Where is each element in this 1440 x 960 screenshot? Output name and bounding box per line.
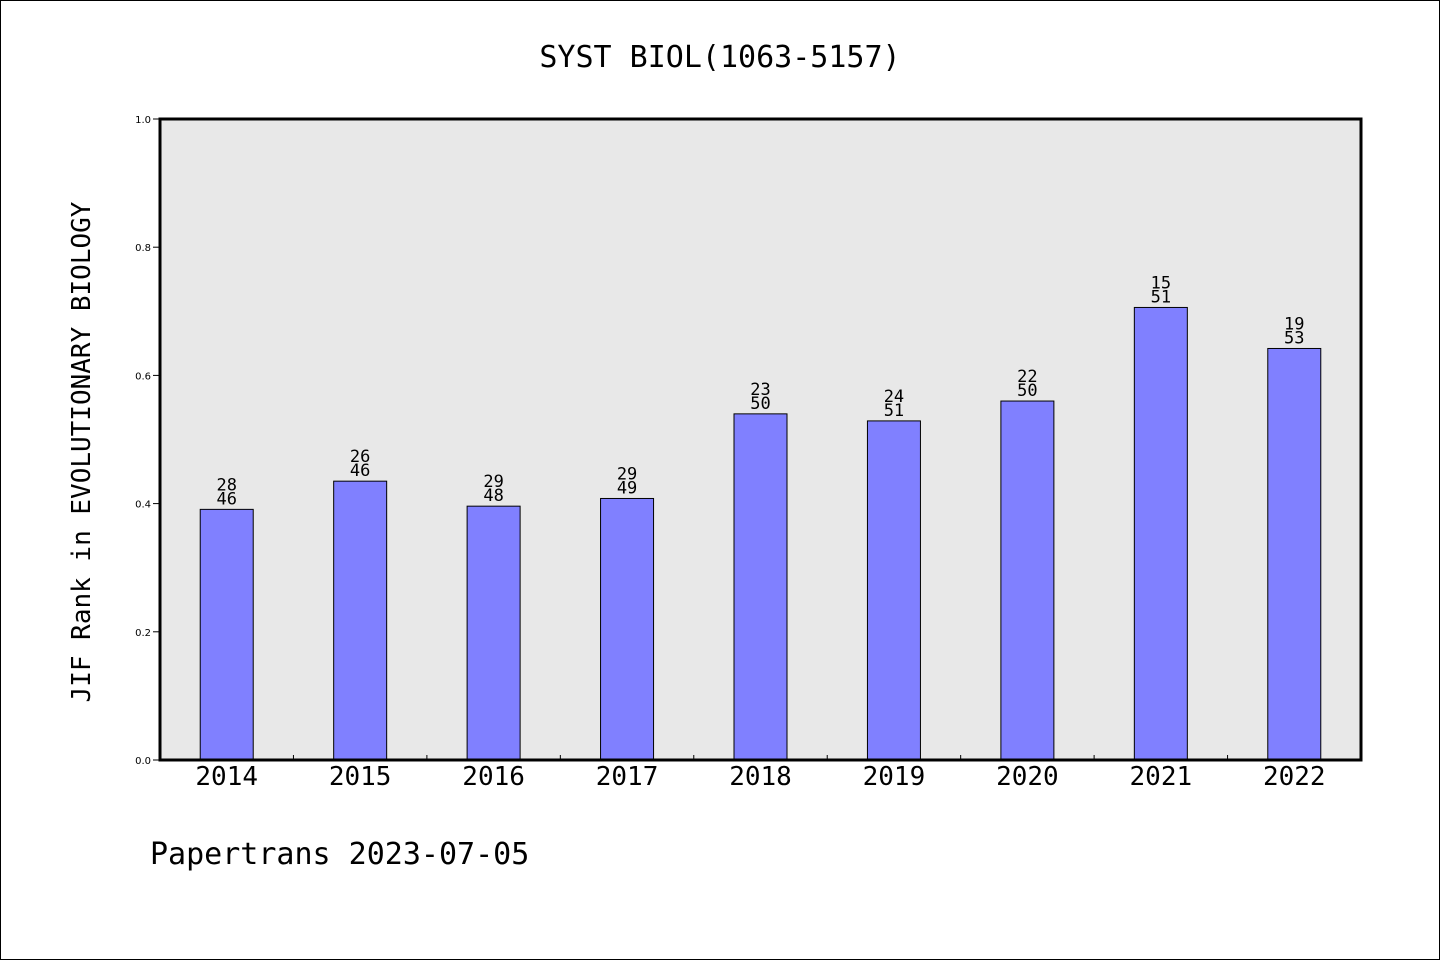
y-tick-label: 0.4 <box>135 500 151 511</box>
bar-rank-label: 29 <box>617 464 637 484</box>
bar-total-label: 48 <box>483 486 503 506</box>
x-tick-label: 2015 <box>329 762 392 792</box>
x-tick-label: 2022 <box>1263 762 1326 792</box>
chart-title: SYST BIOL(1063-5157) <box>539 40 900 75</box>
bar-rank-label: 29 <box>483 472 503 492</box>
bar-2019 <box>866 420 921 761</box>
plot-border <box>158 117 1363 762</box>
bar-2020 <box>1000 400 1055 761</box>
bar-rank-label: 19 <box>1284 314 1304 334</box>
bar-total-label: 46 <box>350 461 370 481</box>
bar-2018 <box>733 413 788 761</box>
footer-credit: Papertrans 2023-07-05 <box>150 837 529 872</box>
bar-total-label: 51 <box>1151 287 1171 307</box>
bar-2022 <box>1267 347 1322 761</box>
bar-total-label: 49 <box>617 478 637 498</box>
bar-rank-label: 24 <box>884 387 904 407</box>
bar-total-label: 53 <box>1284 328 1304 348</box>
bar-total-label: 50 <box>750 394 770 414</box>
bar-2014 <box>199 508 254 761</box>
x-axis: 2014 2015 2016 2017 2018 2019 2020 2021 2022 <box>195 755 1326 792</box>
bar-rank-label: 15 <box>1151 273 1171 293</box>
x-tick-label: 2020 <box>996 762 1059 792</box>
bar-total-label: 46 <box>216 489 236 509</box>
x-tick-label: 2018 <box>729 762 792 792</box>
bar-rank-label: 28 <box>216 475 236 495</box>
x-tick-label: 2017 <box>596 762 659 792</box>
x-tick-label: 2014 <box>195 762 258 792</box>
x-tick-label: 2021 <box>1130 762 1193 792</box>
bar-rank-label: 26 <box>350 447 370 467</box>
bar-2015 <box>333 480 388 761</box>
y-tick-label: 0.0 <box>135 756 151 767</box>
bar-rank-label: 22 <box>1017 367 1037 387</box>
bar-total-label: 51 <box>884 401 904 421</box>
x-tick-label: 2016 <box>462 762 525 792</box>
y-axis: 0.0 0.2 0.4 0.6 0.8 1.0 <box>135 115 160 767</box>
bar-series <box>199 306 1322 761</box>
bar-rank-label: 23 <box>750 380 770 400</box>
x-tick-label: 2019 <box>863 762 926 792</box>
y-axis-label: JIF Rank in EVOLUTIONARY BIOLOGY <box>67 201 97 702</box>
y-tick-label: 0.8 <box>135 243 151 254</box>
bar-2017 <box>600 497 655 761</box>
bar-total-label: 50 <box>1017 381 1037 401</box>
bar-2016 <box>466 505 521 761</box>
bar-2021 <box>1133 306 1188 761</box>
y-tick-label: 0.2 <box>135 628 151 639</box>
y-tick-label: 0.6 <box>135 371 151 382</box>
y-tick-label: 1.0 <box>135 115 151 126</box>
